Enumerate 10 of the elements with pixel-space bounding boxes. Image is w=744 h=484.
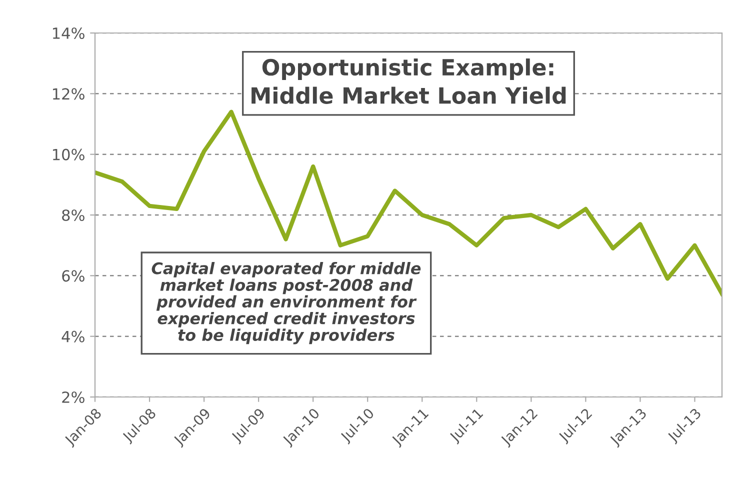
y-tick-label: 6% (62, 270, 84, 282)
y-tick-label: 2% (62, 391, 84, 404)
y-tick-label: 12% (53, 88, 84, 100)
text: Opportunistic Example: Middle Market Loan Yield (252, 58, 566, 104)
y-tick-label: 8% (62, 209, 84, 222)
y-tick-label: 4% (62, 330, 84, 342)
y-tick-label: 10% (53, 148, 84, 160)
annotation: Capital evaporated for middle market loans post-2008 and provided an environment for experienced credit investors to be liquidity providers (152, 262, 421, 344)
y-tick-label: 14% (53, 27, 84, 40)
line-series (95, 110, 722, 296)
